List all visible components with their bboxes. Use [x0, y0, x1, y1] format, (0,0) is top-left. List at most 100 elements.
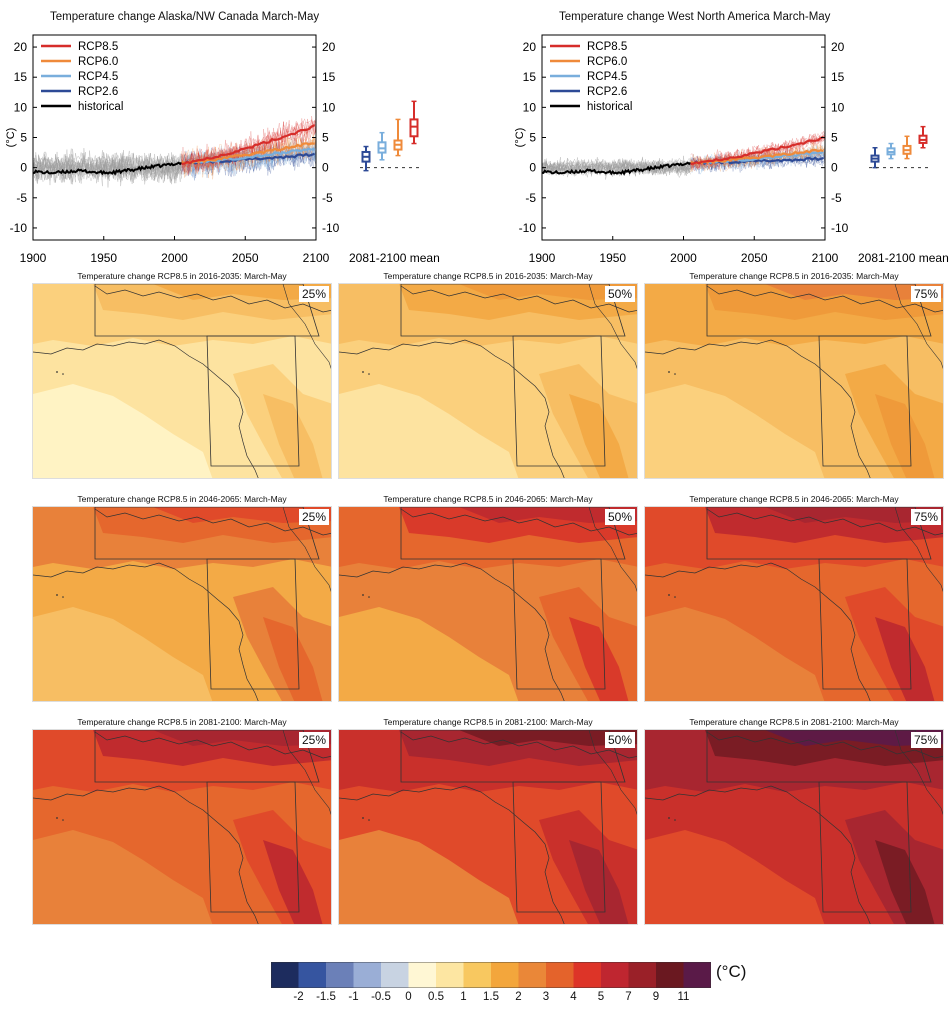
boxplot-label: 2081-2100 mean	[349, 251, 440, 265]
historical-spread	[541, 155, 691, 180]
y-tick-label: 10	[831, 100, 845, 114]
map-region	[263, 394, 323, 478]
y-tick-label: 10	[523, 100, 537, 114]
map-region	[33, 384, 213, 478]
x-tick-label: 1900	[20, 251, 47, 265]
legend-label: RCP6.0	[78, 56, 118, 68]
colorbar-swatch	[463, 962, 491, 988]
map-title: Temperature change RCP8.5 in 2046-2065: …	[77, 494, 287, 504]
y-tick-label: 15	[523, 70, 537, 84]
map-region	[569, 617, 629, 701]
coastline	[282, 507, 331, 592]
y-tick-label: 15	[322, 70, 336, 84]
coastline	[94, 285, 331, 313]
coastline	[588, 507, 637, 592]
coastline	[339, 562, 565, 701]
coastline	[706, 508, 943, 536]
y-tick-label: -10	[519, 221, 537, 235]
rcp60-member	[181, 130, 317, 172]
x-tick-label: 1950	[90, 251, 117, 265]
region-box-wna	[512, 335, 606, 467]
map-panel: 25%	[32, 283, 332, 479]
legend-label: RCP8.5	[78, 41, 118, 53]
colorbar-swatch	[491, 962, 519, 988]
map-title: Temperature change RCP8.5 in 2081-2100: …	[689, 717, 899, 727]
island	[368, 819, 370, 821]
coastline	[33, 785, 259, 924]
colorbar-tick-label: -1.5	[316, 991, 336, 1003]
legend: RCP8.5 RCP6.0 RCP4.5 RCP2.6 historical	[550, 41, 632, 113]
rcp45-member	[690, 145, 826, 171]
colorbar-tick-label: -1	[348, 991, 359, 1003]
timeseries-chart: 20 20 15 15 10 10 5 5 0 0 -5 -5 -10 -10 1900 1950 2000 20…	[5, 34, 440, 265]
coastline	[894, 507, 943, 592]
y-tick-label: 20	[523, 40, 537, 54]
coastline	[339, 785, 565, 924]
map-title: Temperature change RCP8.5 in 2016-2035: …	[689, 271, 899, 281]
y-tick-label: 15	[831, 70, 845, 84]
map-region	[875, 840, 935, 924]
rcp45-member	[690, 145, 826, 174]
map-region	[263, 840, 323, 924]
legend-label: RCP4.5	[587, 71, 627, 83]
map-region	[339, 384, 519, 478]
region-box-alaska	[94, 730, 320, 783]
timeseries-title: Temperature change Alaska/NW Canada Marc…	[50, 11, 320, 23]
region-box-wna	[512, 558, 606, 690]
island	[674, 373, 676, 375]
historical-member	[541, 157, 691, 176]
island	[368, 373, 370, 375]
island	[668, 594, 670, 596]
map-panel: 25%	[32, 506, 332, 702]
historical-mean-line	[32, 161, 183, 176]
map-region	[875, 394, 935, 478]
map-region	[339, 607, 519, 701]
rcp85-member	[181, 120, 317, 172]
colorbar-swatch	[518, 962, 546, 988]
y-tick-label: 10	[14, 100, 28, 114]
rcp26-member	[181, 146, 317, 178]
region-box-alaska	[94, 284, 320, 337]
region-box-alaska	[706, 284, 932, 337]
coastline	[894, 284, 943, 369]
percentile-label: 25%	[298, 286, 329, 302]
percentile-label: 75%	[910, 286, 941, 302]
y-tick-label: 0	[20, 161, 27, 175]
region-box-wna	[206, 781, 300, 913]
colorbar-tick-label: 9	[652, 991, 660, 1003]
map-region	[263, 617, 323, 701]
map-region	[645, 830, 825, 924]
island	[56, 817, 58, 819]
rcp85-member	[690, 131, 826, 169]
map-panel: 75%	[644, 729, 944, 925]
region-box-alaska	[400, 284, 626, 337]
colorbar-tick-label: 0.5	[428, 991, 444, 1003]
y-tick-label: 20	[14, 40, 28, 54]
coastline	[645, 785, 871, 924]
y-tick-label: -5	[322, 191, 333, 205]
y-tick-label: -10	[322, 221, 340, 235]
colorbar-swatch	[601, 962, 629, 988]
y-axis-label: (°C)	[514, 128, 526, 148]
y-tick-label: 0	[322, 161, 329, 175]
y-tick-label: -5	[525, 191, 536, 205]
colorbar-swatch	[298, 962, 326, 988]
island	[56, 594, 58, 596]
coastline	[645, 339, 871, 478]
island	[62, 819, 64, 821]
plot-frame	[541, 34, 826, 241]
colorbar-tick-label: 3	[542, 991, 550, 1003]
colorbar-tick-label: -2	[293, 991, 304, 1003]
region-box-wna	[818, 781, 912, 913]
rcp85-mean-line	[690, 135, 824, 165]
map-title: Temperature change RCP8.5 in 2081-2100: …	[77, 717, 287, 727]
legend-label: RCP8.5	[587, 41, 627, 53]
y-tick-label: 15	[14, 70, 28, 84]
colorbar-tick-label: 1.5	[483, 991, 499, 1003]
coastline	[588, 284, 637, 369]
colorbar-unit: (°C)	[716, 962, 747, 981]
percentile-label: 50%	[604, 509, 635, 525]
coastline	[894, 730, 943, 815]
colorbar-tick-label: -0.5	[371, 991, 391, 1003]
colorbar-swatch	[381, 962, 409, 988]
